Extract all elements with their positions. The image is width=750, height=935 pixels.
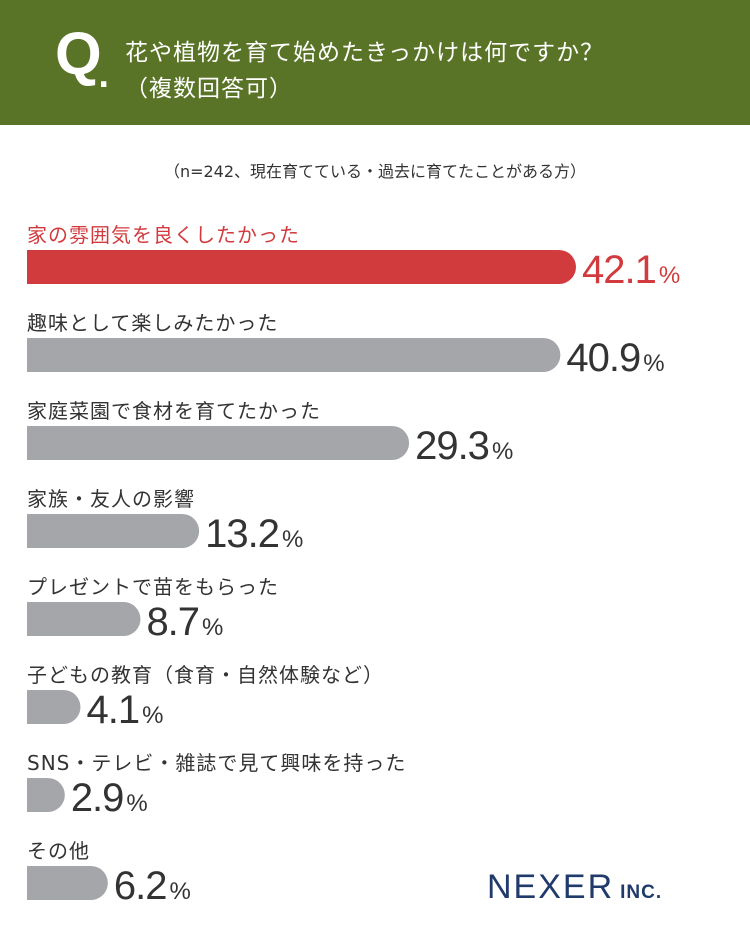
question-mark-dot: . <box>98 60 110 95</box>
bar <box>27 338 561 372</box>
category-label: 家の雰囲気を良くしたかった <box>27 223 300 247</box>
question-mark-letter: Q <box>55 20 102 87</box>
value-label: 42.1% <box>582 248 680 292</box>
bar <box>27 250 576 284</box>
category-label: 子どもの教育（食育・自然体験など） <box>27 663 384 687</box>
bar <box>27 690 81 724</box>
logo-sub-text: INC. <box>620 882 663 903</box>
nexer-logo: NEXER INC. <box>487 868 662 907</box>
value-label: 4.1% <box>86 688 163 732</box>
bar <box>27 514 200 548</box>
value-label: 40.9% <box>566 336 664 380</box>
bar <box>27 426 410 460</box>
category-label: プレゼントで苗をもらった <box>27 575 279 599</box>
question-text: 花や植物を育て始めたきっかけは何ですか？ <box>125 40 605 66</box>
value-label: 13.2% <box>205 512 303 556</box>
category-label: 趣味として楽しみたかった <box>27 311 278 335</box>
bar <box>27 602 141 636</box>
category-label: SNS・テレビ・雑誌で見て興味を持った <box>27 751 406 775</box>
bar <box>27 778 65 812</box>
category-label: 家族・友人の影響 <box>27 487 195 511</box>
bar <box>27 866 108 900</box>
value-label: 29.3% <box>415 424 513 468</box>
category-label: その他 <box>27 839 90 863</box>
sample-note: （n=242、現在育てている・過去に育てたことがある方） <box>163 162 587 181</box>
value-label: 8.7% <box>146 600 223 644</box>
value-label: 2.9% <box>71 776 148 820</box>
logo-main-text: NEXER <box>487 868 615 906</box>
question-subtext: （複数回答可） <box>125 76 293 102</box>
value-label: 6.2% <box>114 864 191 908</box>
header-banner: Q . 花や植物を育て始めたきっかけは何ですか？ （複数回答可） <box>0 0 750 125</box>
category-label: 家庭菜園で食材を育てたかった <box>27 399 321 423</box>
